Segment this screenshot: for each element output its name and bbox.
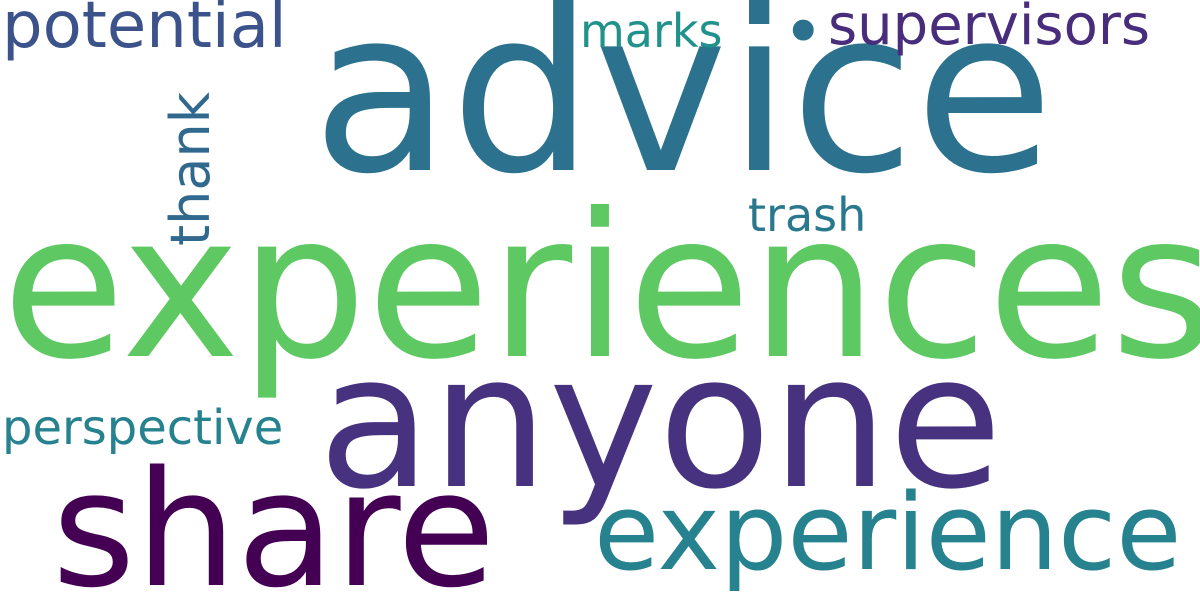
- word-perspective: perspective: [2, 400, 284, 456]
- word-dot: •: [782, 0, 825, 74]
- word-potential: potential: [2, 0, 287, 63]
- word-share: share: [52, 436, 496, 600]
- word-thank: thank: [159, 92, 222, 246]
- word-experience: experience: [594, 471, 1182, 594]
- word-anyone: anyone: [318, 314, 1003, 530]
- word-trash: trash: [748, 188, 867, 242]
- word-experiences: experiences: [2, 171, 1200, 404]
- word-supervisors: supervisors: [828, 0, 1151, 58]
- word-advice: advice: [312, 0, 1054, 224]
- word-marks: marks: [580, 4, 723, 58]
